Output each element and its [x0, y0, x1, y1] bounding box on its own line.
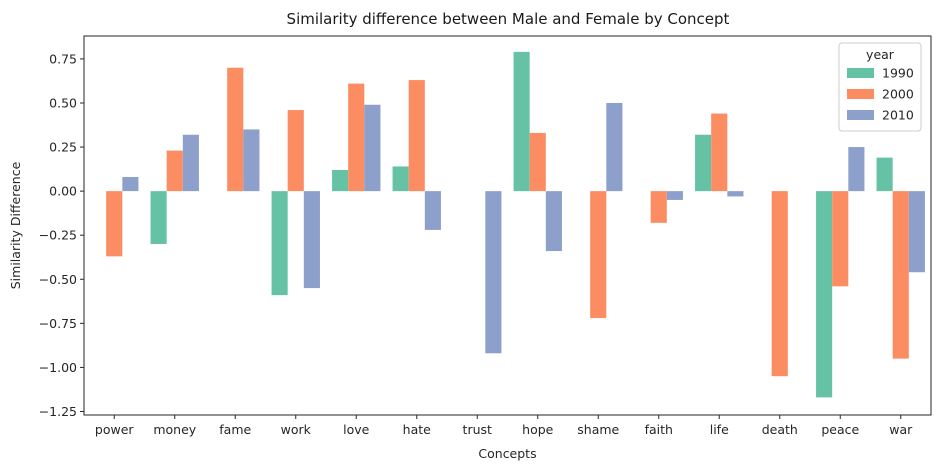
bar-2000-faith — [650, 191, 667, 223]
bar-1990-work — [271, 191, 288, 296]
bar-2010-hope — [545, 191, 562, 252]
x-tick-label: shame — [577, 422, 619, 437]
y-tick-label: 0.75 — [49, 51, 77, 66]
bar-2010-shame — [606, 102, 623, 192]
legend-swatch-1990 — [847, 68, 874, 78]
bar-2010-faith — [666, 191, 683, 200]
x-tick-label: trust — [463, 422, 492, 437]
bar-2010-power — [122, 177, 139, 192]
y-tick-label: 0.25 — [49, 140, 77, 155]
bar-1990-war — [876, 157, 893, 192]
x-tick-label: power — [95, 422, 134, 437]
bar-2010-life — [727, 191, 744, 197]
legend: year 1990 2000 2010 — [838, 42, 922, 132]
bar-2000-hate — [408, 80, 425, 192]
y-axis-ticks: −1.25 −1.00 −0.75 −0.50 −0.25 0.00 0.25 0.50 0.7… — [39, 51, 84, 419]
x-tick-label: war — [889, 422, 913, 437]
y-axis-label: Similarity Difference — [8, 161, 23, 289]
x-tick-label: peace — [821, 422, 859, 437]
y-tick-label: −0.75 — [39, 316, 77, 331]
bars-group — [106, 51, 925, 398]
x-tick-label: fame — [219, 422, 251, 437]
bar-1990-hate — [392, 166, 409, 192]
bar-2000-work — [287, 110, 304, 192]
bar-2010-fame — [243, 129, 260, 192]
x-tick-label: money — [153, 422, 196, 437]
y-tick-label: −0.50 — [39, 272, 77, 287]
x-tick-label: work — [281, 422, 312, 437]
bar-2000-war — [892, 191, 909, 359]
bar-2010-love — [364, 104, 381, 192]
x-tick-label: faith — [645, 422, 673, 437]
bar-2000-love — [348, 83, 365, 192]
bar-2000-death — [771, 191, 788, 377]
x-tick-label: hate — [403, 422, 431, 437]
bar-2010-work — [303, 191, 320, 289]
bar-1990-hope — [513, 51, 530, 192]
bar-2010-money — [182, 134, 199, 192]
legend-title: year — [866, 47, 895, 62]
legend-swatch-2000 — [847, 89, 874, 99]
legend-box — [838, 42, 922, 132]
bar-2010-trust — [485, 191, 502, 354]
x-tick-label: death — [762, 422, 798, 437]
y-tick-label: 0.00 — [49, 184, 77, 199]
plot-frame — [83, 35, 932, 416]
y-tick-label: −1.00 — [39, 360, 77, 375]
legend-label-2000: 2000 — [882, 87, 914, 102]
bar-1990-life — [695, 134, 712, 192]
bar-1990-love — [332, 169, 349, 192]
bar-1990-peace — [816, 191, 833, 398]
bar-2010-war — [908, 191, 925, 273]
legend-items: 1990 2000 2010 — [847, 66, 914, 123]
bar-2000-power — [106, 191, 123, 257]
bar-2000-shame — [590, 191, 607, 319]
y-tick-label: 0.50 — [49, 95, 77, 110]
x-tick-label: love — [343, 422, 370, 437]
bar-2000-fame — [227, 67, 244, 192]
bar-1990-money — [150, 191, 167, 245]
bar-2000-hope — [529, 132, 546, 192]
bar-2010-peace — [848, 147, 865, 192]
x-axis-label: Concepts — [478, 446, 536, 461]
chart-title: Similarity difference between Male and F… — [287, 10, 730, 28]
x-tick-label: hope — [522, 422, 554, 437]
x-axis-ticks: power money fame work love hate trust hope shame… — [95, 415, 913, 437]
legend-label-2010: 2010 — [882, 108, 914, 123]
x-tick-label: life — [710, 422, 729, 437]
bar-2000-money — [166, 150, 183, 192]
bar-2000-peace — [832, 191, 849, 287]
bar-2000-life — [711, 113, 728, 192]
legend-swatch-2010 — [847, 110, 874, 120]
legend-label-1990: 1990 — [882, 66, 914, 81]
y-tick-label: −0.25 — [39, 228, 77, 243]
bar-2010-hate — [424, 191, 441, 230]
y-tick-label: −1.25 — [39, 404, 77, 419]
